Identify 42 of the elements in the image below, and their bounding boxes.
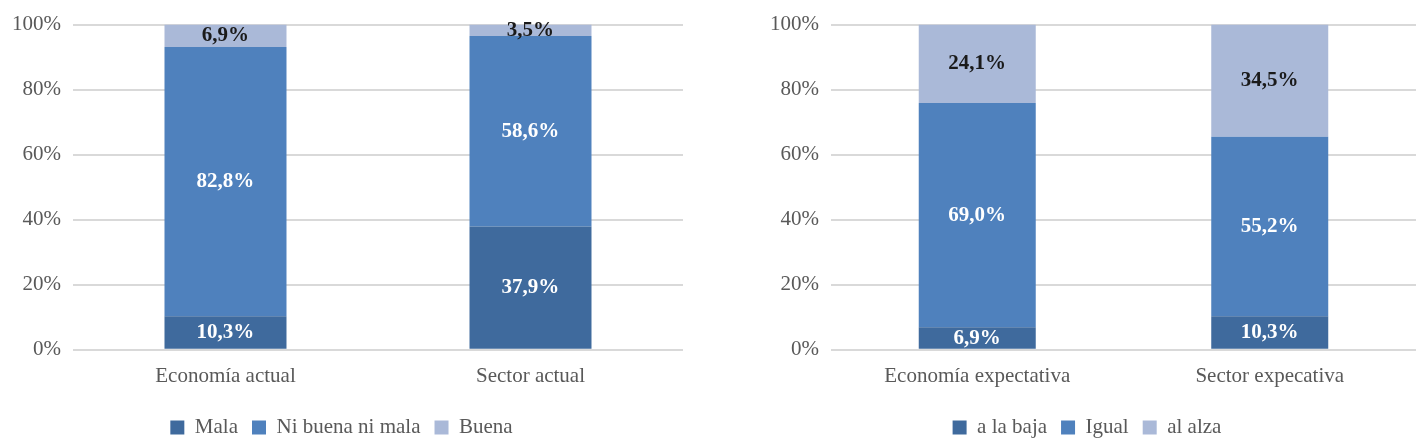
bar — [1211, 24, 1329, 137]
data-label: 69,0% — [948, 201, 1007, 226]
bar — [1211, 136, 1329, 317]
legend-label: Buena — [459, 414, 514, 439]
x-tick-label: Economía actual — [155, 362, 296, 387]
x-tick-label: Sector actual — [475, 362, 586, 387]
bar — [469, 226, 592, 349]
bar — [1211, 316, 1329, 349]
y-tick-label: 40% — [22, 206, 61, 231]
bar — [918, 24, 1036, 103]
y-tick-label: 100% — [769, 11, 819, 36]
legend-label: a la baja — [977, 414, 1048, 439]
y-tick-label: 0% — [790, 336, 819, 361]
legend-label: Ni buena ni mala — [276, 414, 422, 439]
y-tick-label: 80% — [780, 76, 819, 101]
bar — [164, 316, 287, 349]
data-label: 34,5% — [1240, 67, 1299, 92]
bar — [164, 47, 287, 317]
data-label: 6,9% — [953, 324, 1001, 349]
y-tick-label: 20% — [22, 271, 61, 296]
y-tick-label: 40% — [780, 206, 819, 231]
data-label: 37,9% — [501, 274, 560, 299]
data-label: 6,9% — [201, 22, 250, 47]
data-label: 55,2% — [1240, 212, 1299, 237]
legend-label: Mala — [194, 414, 239, 439]
legend-label: al alza — [1167, 414, 1223, 439]
data-label: 10,3% — [1240, 318, 1299, 343]
data-label: 24,1% — [948, 50, 1007, 75]
bar — [918, 102, 1036, 328]
y-tick-label: 60% — [780, 141, 819, 166]
legend-label: Igual — [1085, 414, 1129, 439]
y-tick-label: 20% — [780, 271, 819, 296]
y-tick-label: 80% — [22, 76, 61, 101]
y-tick-label: 60% — [22, 141, 61, 166]
data-label: 10,3% — [196, 318, 255, 343]
data-label: 3,5% — [506, 16, 555, 41]
data-label: 82,8% — [196, 168, 255, 193]
data-label: 58,6% — [501, 117, 560, 142]
x-tick-label: Economía expectativa — [884, 362, 1071, 387]
y-tick-label: 0% — [32, 336, 61, 361]
y-tick-label: 100% — [11, 11, 61, 36]
x-tick-label: Sector expecativa — [1195, 362, 1345, 387]
